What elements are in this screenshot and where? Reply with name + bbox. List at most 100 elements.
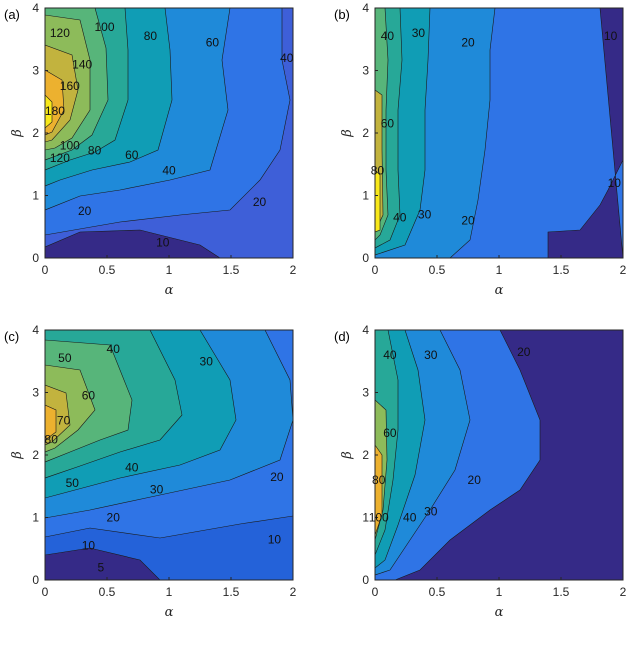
x-tick-label: 0 <box>42 263 49 277</box>
x-tick-label: 1 <box>496 585 503 599</box>
contour-label: 100 <box>95 20 115 34</box>
y-tick-label: 3 <box>362 64 369 78</box>
contour-label: 50 <box>66 476 80 490</box>
x-tick-label: 1 <box>496 263 503 277</box>
y-axis-label: β <box>10 129 25 138</box>
contour-label: 40 <box>381 29 395 43</box>
panel-label: (a) <box>4 7 20 22</box>
contour-label: 30 <box>424 504 438 518</box>
y-tick-label: 4 <box>32 1 39 15</box>
x-tick-label: 0.5 <box>99 263 116 277</box>
contour-label: 20 <box>78 204 92 218</box>
contour-label: 40 <box>280 51 294 65</box>
y-tick-label: 3 <box>32 64 39 78</box>
x-axis-label: α <box>165 283 174 298</box>
contour-label: 20 <box>253 195 267 209</box>
contour-label: 80 <box>371 164 385 178</box>
y-tick-label: 1 <box>362 511 369 525</box>
contour-label: 10 <box>604 29 618 43</box>
contour-label: 70 <box>57 414 71 428</box>
contour-label: 40 <box>162 164 176 178</box>
panel-c <box>44 329 294 581</box>
y-tick-label: 3 <box>362 386 369 400</box>
x-axis-label: α <box>495 283 504 298</box>
y-tick-label: 4 <box>362 323 369 337</box>
contour-label: 160 <box>60 79 80 93</box>
panel-c-axes: (c)0 0.5 1 1.5 201234αβ504030607080504030202… <box>4 323 297 620</box>
x-tick-label: 1.5 <box>223 585 240 599</box>
contour-label: 80 <box>45 432 59 446</box>
x-tick-label: 2 <box>620 263 627 277</box>
y-tick-label: 3 <box>32 386 39 400</box>
y-tick-label: 2 <box>362 448 369 462</box>
panel-d-contour-fill <box>375 330 623 580</box>
contour-label: 30 <box>150 482 164 496</box>
contour-label: 10 <box>82 539 96 553</box>
contour-label: 10 <box>608 176 622 190</box>
panel-b <box>374 7 624 259</box>
contour-label: 40 <box>383 348 397 362</box>
contour-label: 100 <box>369 511 389 525</box>
y-tick-label: 4 <box>362 1 369 15</box>
panel-d <box>374 329 624 581</box>
contour-label: 30 <box>418 207 432 221</box>
contour-label: 20 <box>468 473 482 487</box>
contour-label: 40 <box>393 210 407 224</box>
x-tick-label: 1 <box>166 263 173 277</box>
contour-label: 20 <box>107 511 121 525</box>
contour-label: 80 <box>372 473 386 487</box>
contour-label: 10 <box>268 532 282 546</box>
y-tick-label: 0 <box>362 573 369 587</box>
contour-label: 60 <box>125 148 139 162</box>
contour-label: 30 <box>200 354 214 368</box>
x-tick-label: 1 <box>166 585 173 599</box>
x-axis-label: α <box>165 605 174 620</box>
y-tick-label: 0 <box>32 251 39 265</box>
contour-label: 100 <box>60 139 80 153</box>
panel-a-contour-fill <box>45 8 293 258</box>
contour-label: 140 <box>72 57 92 71</box>
contour-label: 40 <box>125 461 139 475</box>
y-tick-label: 1 <box>32 189 39 203</box>
y-tick-label: 1 <box>362 189 369 203</box>
panel-a <box>44 7 294 259</box>
contour-label: 5 <box>97 561 104 575</box>
contour-label: 180 <box>45 104 65 118</box>
contour-label: 40 <box>107 342 121 356</box>
contour-label: 60 <box>206 35 220 49</box>
contour-label: 80 <box>88 144 102 158</box>
contour-label: 60 <box>383 426 397 440</box>
y-axis-label: β <box>340 129 355 138</box>
y-tick-label: 2 <box>362 126 369 140</box>
x-tick-label: 2 <box>290 585 297 599</box>
x-tick-label: 1.5 <box>223 263 240 277</box>
x-tick-label: 0 <box>372 585 379 599</box>
contour-label: 60 <box>82 389 96 403</box>
axes-and-labels: (a)0 0.5 1 1.5 201234αβ102020406080100120180… <box>4 1 627 620</box>
panel-label: (b) <box>334 7 350 22</box>
contour-label: 120 <box>50 151 70 165</box>
y-tick-label: 0 <box>362 251 369 265</box>
y-axis-label: β <box>10 451 25 460</box>
panel-c-contour-fill <box>45 330 293 580</box>
contour-label: 10 <box>156 235 170 249</box>
contour-label: 20 <box>270 470 284 484</box>
x-tick-label: 0 <box>42 585 49 599</box>
y-tick-label: 2 <box>32 448 39 462</box>
y-tick-label: 0 <box>32 573 39 587</box>
panel-b-contour-fill <box>375 8 623 258</box>
x-axis-label: α <box>495 605 504 620</box>
contour-label: 30 <box>412 26 426 40</box>
contour-label: 80 <box>144 29 158 43</box>
x-tick-label: 0.5 <box>429 585 446 599</box>
panel-label: (d) <box>334 329 350 344</box>
x-tick-label: 1.5 <box>553 585 570 599</box>
x-tick-label: 2 <box>620 585 627 599</box>
x-tick-label: 1.5 <box>553 263 570 277</box>
x-tick-label: 0.5 <box>429 263 446 277</box>
contour-label: 20 <box>517 345 531 359</box>
x-tick-label: 0 <box>372 263 379 277</box>
